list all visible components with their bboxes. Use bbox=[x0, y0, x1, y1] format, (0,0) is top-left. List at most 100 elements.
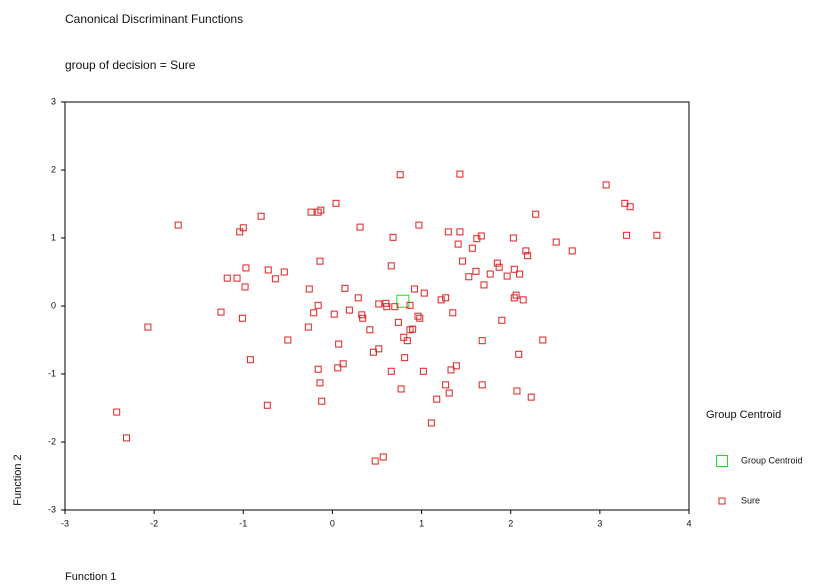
point bbox=[359, 314, 367, 322]
point bbox=[144, 323, 152, 331]
y-tick-label: -2 bbox=[48, 436, 56, 446]
point bbox=[174, 221, 182, 229]
point bbox=[452, 362, 460, 370]
point bbox=[341, 284, 349, 292]
y-tick-label: 0 bbox=[51, 300, 56, 310]
legend-swatch bbox=[716, 455, 728, 467]
point bbox=[375, 300, 383, 308]
point bbox=[339, 360, 347, 368]
point bbox=[495, 263, 503, 271]
point bbox=[332, 199, 340, 207]
point bbox=[419, 367, 427, 375]
legend-label: Sure bbox=[741, 495, 760, 505]
point bbox=[416, 314, 424, 322]
point bbox=[527, 393, 535, 401]
point bbox=[442, 294, 450, 302]
x-tick-label: 0 bbox=[330, 518, 335, 528]
point bbox=[532, 210, 540, 218]
point bbox=[539, 336, 547, 344]
point bbox=[239, 224, 247, 232]
point bbox=[345, 306, 353, 314]
point bbox=[486, 270, 494, 278]
point bbox=[330, 310, 338, 318]
point bbox=[223, 274, 231, 282]
point bbox=[314, 365, 322, 373]
point bbox=[242, 264, 250, 272]
point bbox=[602, 181, 610, 189]
point bbox=[420, 289, 428, 297]
point bbox=[454, 240, 462, 248]
y-tick-label: 2 bbox=[51, 164, 56, 174]
chart-title: Canonical Discriminant Functions bbox=[65, 12, 243, 26]
point bbox=[316, 379, 324, 387]
point bbox=[354, 294, 362, 302]
point bbox=[304, 323, 312, 331]
point bbox=[503, 272, 511, 280]
point bbox=[510, 265, 518, 273]
point bbox=[515, 350, 523, 358]
point bbox=[356, 223, 364, 231]
point bbox=[456, 170, 464, 178]
legend-title: Group Centroid bbox=[706, 409, 781, 421]
point bbox=[522, 247, 530, 255]
point bbox=[394, 318, 402, 326]
point bbox=[316, 257, 324, 265]
y-axis-label: Function 2 bbox=[12, 454, 24, 505]
point bbox=[305, 285, 313, 293]
point bbox=[335, 340, 343, 348]
point bbox=[241, 283, 249, 291]
point bbox=[433, 395, 441, 403]
y-tick-label: -1 bbox=[48, 368, 56, 378]
legend-swatch bbox=[718, 497, 726, 505]
point bbox=[410, 285, 418, 293]
point bbox=[468, 244, 476, 252]
point bbox=[480, 281, 488, 289]
point bbox=[409, 325, 417, 333]
y-tick-label: 1 bbox=[51, 232, 56, 242]
point bbox=[257, 212, 265, 220]
point bbox=[415, 221, 423, 229]
point bbox=[400, 333, 408, 341]
x-tick-label: 2 bbox=[508, 518, 513, 528]
point bbox=[389, 233, 397, 241]
point bbox=[307, 208, 315, 216]
x-tick-label: 4 bbox=[686, 518, 691, 528]
point bbox=[238, 314, 246, 322]
plot-frame bbox=[64, 101, 690, 511]
point bbox=[284, 336, 292, 344]
point bbox=[477, 232, 485, 240]
point bbox=[123, 434, 131, 442]
point bbox=[478, 337, 486, 345]
point bbox=[445, 389, 453, 397]
point bbox=[318, 397, 326, 405]
point bbox=[447, 366, 455, 374]
point bbox=[623, 231, 631, 239]
point bbox=[263, 401, 271, 409]
point bbox=[334, 364, 342, 372]
point bbox=[391, 303, 399, 311]
point bbox=[387, 367, 395, 375]
point bbox=[366, 326, 374, 334]
x-tick-label: -2 bbox=[150, 518, 158, 528]
point bbox=[396, 294, 410, 308]
point bbox=[280, 268, 288, 276]
point bbox=[524, 252, 532, 260]
point bbox=[442, 381, 450, 389]
point bbox=[459, 257, 467, 265]
point bbox=[383, 303, 391, 311]
point bbox=[397, 385, 405, 393]
point bbox=[516, 270, 524, 278]
point bbox=[427, 419, 435, 427]
point bbox=[465, 273, 473, 281]
point bbox=[314, 301, 322, 309]
point bbox=[217, 308, 225, 316]
point bbox=[317, 206, 325, 214]
x-tick-label: 3 bbox=[597, 518, 602, 528]
point bbox=[626, 203, 634, 211]
point bbox=[493, 259, 501, 267]
point bbox=[512, 291, 520, 299]
point bbox=[498, 316, 506, 324]
x-tick-label: -1 bbox=[239, 518, 247, 528]
point bbox=[264, 266, 272, 274]
